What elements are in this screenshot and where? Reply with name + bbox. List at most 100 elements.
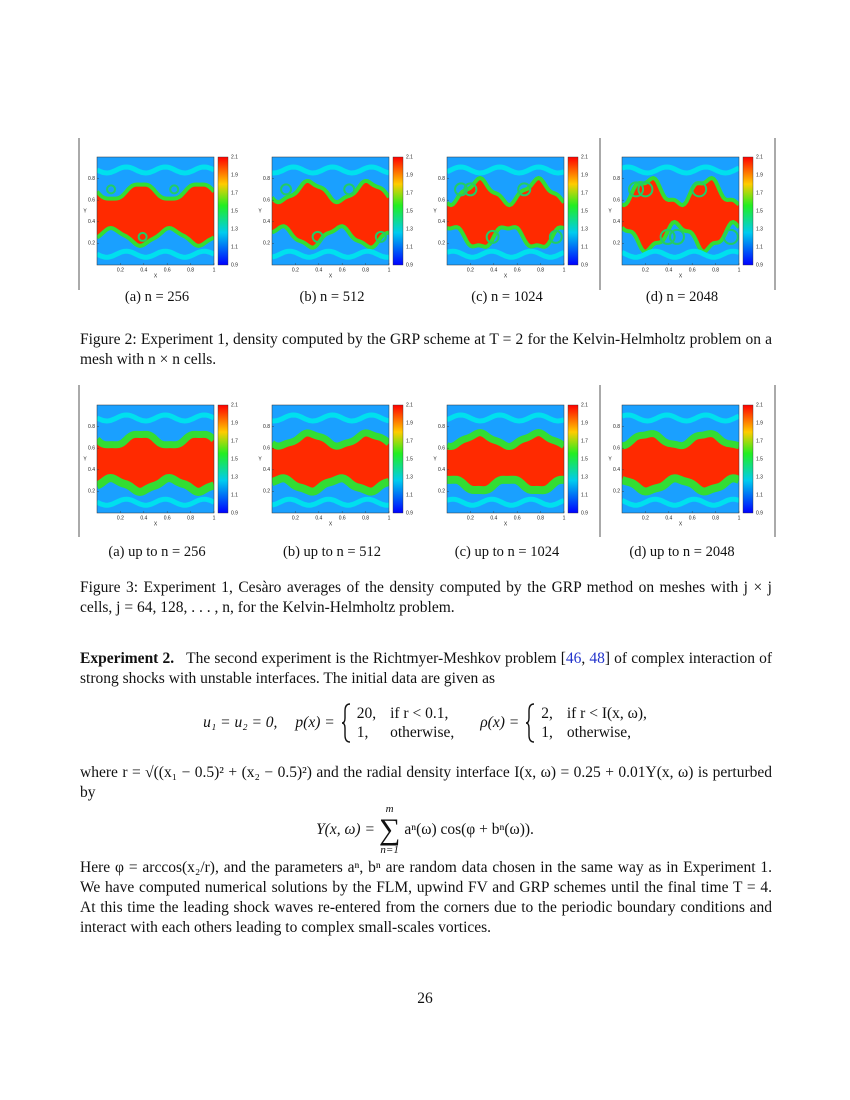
y-tick-label: 0.2 — [438, 241, 445, 247]
math: 2, — [541, 705, 553, 722]
colorbar-tick-label: 1.9 — [756, 420, 763, 426]
math: otherwise, — [390, 724, 455, 741]
upper-interface — [447, 429, 564, 451]
cases: 20, if r < 0.1, 1, otherwise, — [357, 704, 455, 742]
plot-frame — [446, 156, 565, 266]
x-axis-label: X — [329, 273, 333, 279]
colorbar-tick-label: 2.1 — [406, 402, 413, 408]
brace — [341, 703, 350, 743]
x-axis-label: X — [504, 273, 508, 279]
math: ∑ — [378, 813, 401, 846]
colorbar-tick-label: 1.9 — [581, 172, 588, 178]
math: if r < I(x, ω), — [566, 705, 647, 722]
x-tick-label: 0.8 — [537, 267, 544, 273]
subcaption: (c) up to n = 1024 — [454, 544, 560, 560]
math: m — [385, 803, 394, 815]
colorbar-tick-label: 0.9 — [756, 510, 763, 516]
y-tick-label: 0.8 — [438, 176, 445, 182]
y-tick-label: 0.2 — [263, 241, 270, 247]
density-plot: 2.1 1.9 1.7 1.5 1.3 1.1 0.9 0.2 0.4 0.6 0.8 1 0.8 0.6… — [83, 402, 238, 527]
lower-band — [447, 496, 564, 508]
field — [622, 405, 739, 513]
colorbar-tick-label: 1.3 — [581, 474, 588, 480]
math: 1, — [356, 724, 369, 741]
x-axis-label: X — [679, 273, 683, 279]
x-tick-label: 0.2 — [292, 267, 299, 273]
colorbar-tick-label: 0.9 — [581, 510, 588, 516]
colorbar-tick-label: 1.1 — [231, 244, 238, 250]
colorbar-tick-label: 1.9 — [756, 172, 763, 178]
colorbar-tick-label: 1.3 — [406, 226, 413, 232]
subcaption: (a) n = 256 — [124, 289, 190, 305]
x-axis-label: X — [154, 521, 158, 527]
math: aⁿ(ω) cos(φ + bⁿ(ω)). — [404, 821, 534, 838]
field — [97, 157, 214, 265]
colorbar-tick-label: 1.9 — [231, 420, 238, 426]
subcaption: (d) up to n = 2048 — [629, 544, 735, 560]
x-tick-label: 1 — [388, 515, 391, 521]
colorbar-tick-label: 1.1 — [581, 492, 588, 498]
plot-frame — [271, 156, 390, 266]
lower-band — [97, 248, 214, 260]
page-number: 26 — [417, 990, 433, 1007]
x-tick-label: 0.6 — [514, 515, 521, 521]
vortex — [485, 229, 500, 244]
colorbar-tick-label: 0.9 — [231, 510, 238, 516]
density-plot: 2.1 1.9 1.7 1.5 1.3 1.1 0.9 0.2 0.4 0.6 0.8 1 0.8 0.6… — [433, 154, 588, 279]
y-tick-label: 0.2 — [438, 489, 445, 495]
x-axis-label: X — [504, 521, 508, 527]
vortex — [659, 228, 676, 245]
x-tick-label: 0.2 — [642, 267, 649, 273]
field — [272, 405, 389, 513]
y-tick-label: 0.2 — [613, 241, 620, 247]
plot-frame — [271, 404, 390, 514]
lower-interface — [97, 225, 214, 248]
y-tick-label: 0.6 — [438, 446, 445, 452]
density-plot: 2.1 1.9 1.7 1.5 1.3 1.1 0.9 0.2 0.4 0.6 0.8 1 0.8 0.6… — [433, 402, 588, 527]
equation: u₁ = u₂ = 0, p(x) = 20, if r < 0.1, 1, oth… — [0, 702, 850, 744]
figure-caption: Figure 3: Experiment 1, Cesàro averages … — [80, 579, 772, 616]
x-tick-label: 0.2 — [642, 515, 649, 521]
y-tick-label: 0.4 — [438, 219, 445, 225]
lower-interface — [622, 474, 739, 496]
y-tick-label: 0.4 — [88, 467, 95, 473]
vortex — [106, 184, 117, 195]
upper-interface — [97, 182, 214, 201]
math: Y(x, ω) = — [316, 821, 375, 838]
colorbar-tick-label: 2.1 — [756, 154, 763, 160]
colorbar — [217, 156, 229, 266]
y-tick-label: 0.2 — [613, 489, 620, 495]
vortex — [454, 182, 469, 197]
colorbar-tick-label: 1.1 — [581, 244, 588, 250]
y-tick-label: 0.6 — [438, 198, 445, 204]
text: ] of complex interaction of strong shock… — [80, 650, 772, 687]
plot-frame — [96, 156, 215, 266]
x-tick-label: 1 — [563, 515, 566, 521]
x-tick-label: 0.8 — [537, 515, 544, 521]
colorbar — [742, 404, 754, 514]
upper-interface — [622, 430, 739, 450]
x-tick-label: 0.8 — [712, 267, 719, 273]
x-tick-label: 0.6 — [164, 515, 171, 521]
citation[interactable]: 46 — [565, 650, 582, 667]
math: u₁ = u₂ = 0, — [203, 714, 278, 731]
colorbar — [217, 404, 229, 514]
y-tick-label: 0.4 — [438, 467, 445, 473]
colorbar-tick-label: 1.9 — [581, 420, 588, 426]
math: 20, — [356, 705, 377, 722]
vortex — [463, 182, 478, 197]
upper-band — [97, 164, 214, 176]
upper-band — [622, 412, 739, 424]
vortex — [137, 231, 148, 242]
x-tick-label: 0.8 — [712, 515, 719, 521]
math: ρ(x) = — [480, 714, 520, 731]
lower-interface — [447, 225, 564, 249]
x-tick-label: 0.4 — [490, 267, 497, 273]
colorbar-tick-label: 1.7 — [406, 438, 413, 444]
x-axis-label: X — [154, 273, 158, 279]
colorbar-tick-label: 1.7 — [231, 190, 238, 196]
colorbar-tick-label: 1.3 — [756, 226, 763, 232]
subcaption: (b) n = 512 — [299, 289, 365, 305]
citation[interactable]: 48 — [589, 650, 605, 667]
